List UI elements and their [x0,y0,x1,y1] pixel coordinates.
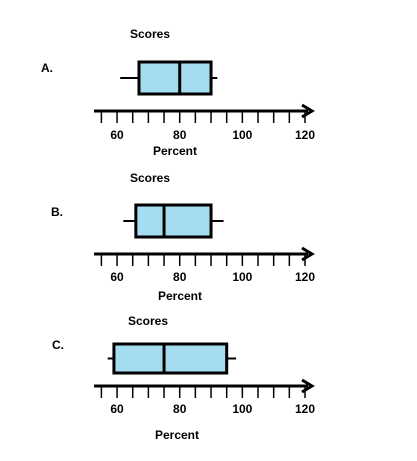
x-tick-label: 80 [173,128,187,142]
x-tick-label: 80 [173,402,187,416]
option-label: A. [41,61,53,75]
chart-title: Scores [130,27,170,41]
x-axis-label: Percent [153,144,197,158]
x-axis-label: Percent [155,428,199,442]
box [137,60,213,96]
x-tick-label: 60 [110,128,124,142]
option-label: B. [51,205,63,219]
chart-title: Scores [130,171,170,185]
x-tick-label: 60 [110,270,124,284]
x-tick-label: 120 [295,128,315,142]
x-tick-label: 80 [173,270,187,284]
x-tick-label: 60 [110,402,124,416]
chart-title: Scores [128,314,168,328]
box [112,342,229,375]
x-axis-label: Percent [158,289,202,303]
box [134,203,213,239]
x-tick-label: 100 [232,402,252,416]
option-label: C. [52,338,64,352]
x-tick-label: 100 [232,128,252,142]
x-tick-label: 120 [295,402,315,416]
x-tick-label: 120 [295,270,315,284]
x-tick-label: 100 [232,270,252,284]
